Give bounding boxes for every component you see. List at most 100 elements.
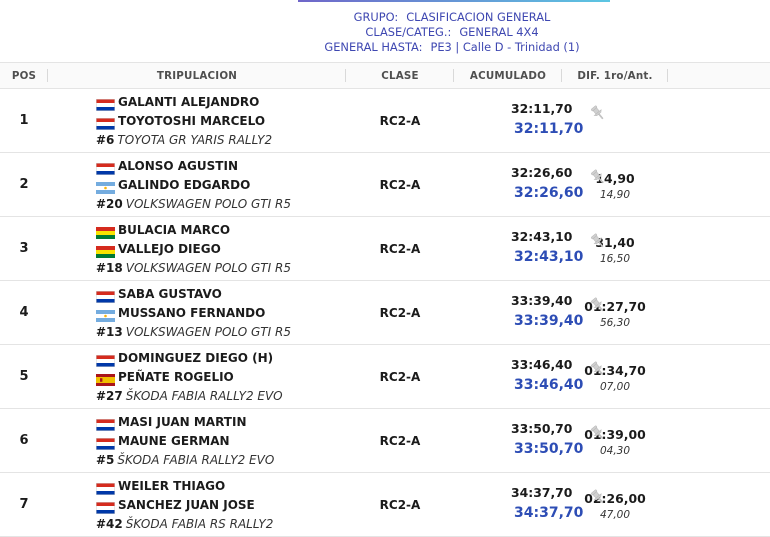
codriver-name[interactable]: MUSSANO FERNANDO (118, 305, 266, 320)
car-model: VOLKSWAGEN POLO GTI R5 (125, 260, 291, 275)
column-header-clase[interactable]: CLASE (346, 62, 454, 89)
column-header-dif[interactable]: DIF. 1ro/Ant. (562, 62, 668, 89)
pushpin-icon[interactable] (589, 168, 607, 186)
driver-flag-icon (96, 224, 115, 239)
clase-value: GENERAL 4X4 (459, 25, 539, 39)
difference-cell: 01:39,00 04,30 (562, 408, 668, 473)
empty-cell (668, 344, 770, 409)
driver-name[interactable]: ALONSO AGUSTIN (118, 158, 238, 173)
codriver-flag-icon (96, 371, 115, 386)
car-info: #42 ŠKODA FABIA RS RALLY2 (96, 514, 346, 533)
pushpin-icon[interactable] (589, 488, 607, 506)
table-row[interactable]: 3 BULACIA MARCO VALLEJO DIEGO #18 VOLKSWA… (0, 216, 770, 281)
crew-cell: WEILER THIAGO SANCHEZ JUAN JOSE #42 ŠKODA… (48, 472, 346, 537)
class-value: RC2-A (346, 216, 454, 281)
accumulated-time: 32:26,60 (514, 185, 584, 201)
car-number: #42 (96, 516, 123, 531)
driver-name[interactable]: GALANTI ALEJANDRO (118, 94, 260, 109)
codriver-name[interactable]: TOYOTOSHI MARCELO (118, 113, 266, 128)
accumulated-cell: 33:46,40 33:46,40 (454, 344, 604, 409)
diff-previous: 14,90 (599, 189, 631, 201)
codriver-name[interactable]: PEÑATE ROGELIO (118, 369, 234, 384)
class-value: RC2-A (346, 152, 454, 217)
accumulated-time: 32:43,10 (514, 249, 584, 265)
clase-label: CLASE/CATEG.: (365, 25, 452, 39)
table-row[interactable]: 2 ALONSO AGUSTIN GALINDO EDGARDO #20 VOLK… (0, 152, 770, 217)
codriver-name[interactable]: GALINDO EDGARDO (118, 177, 251, 192)
driver-flag-icon (96, 416, 115, 431)
column-header-pos[interactable]: POS (0, 62, 48, 89)
results-filter-info: GRUPO: CLASIFICACION GENERAL CLASE/CATEG.… (0, 10, 770, 55)
table-row[interactable]: 1 GALANTI ALEJANDRO TOYOTOSHI MARCELO #6… (0, 88, 770, 153)
position: 4 (0, 280, 48, 345)
pushpin-icon[interactable] (589, 424, 607, 442)
class-value: RC2-A (346, 280, 454, 345)
driver-flag-icon (96, 480, 115, 495)
driver-name[interactable]: WEILER THIAGO (118, 478, 226, 493)
car-number: #27 (96, 388, 123, 403)
table-row[interactable]: 7 WEILER THIAGO SANCHEZ JUAN JOSE #42 ŠKO… (0, 472, 770, 537)
car-info: #27 ŠKODA FABIA RALLY2 EVO (96, 386, 346, 405)
codriver-name[interactable]: VALLEJO DIEGO (118, 241, 221, 256)
hasta-value: PE3 | Calle D - Trinidad (1) (430, 40, 580, 54)
driver-name[interactable]: BULACIA MARCO (118, 222, 231, 237)
driver-name[interactable]: SABA GUSTAVO (118, 286, 222, 301)
codriver-name[interactable]: SANCHEZ JUAN JOSE (118, 497, 255, 512)
difference-cell: 14,90 14,90 (562, 152, 668, 217)
pushpin-icon[interactable] (589, 296, 607, 314)
diff-previous: 47,00 (599, 509, 631, 521)
car-model: ŠKODA FABIA RS RALLY2 (125, 516, 274, 531)
position: 7 (0, 472, 48, 537)
accumulated-cell: 33:50,70 33:50,70 (454, 408, 604, 473)
table-row[interactable]: 4 SABA GUSTAVO MUSSANO FERNANDO #13 VOLKS… (0, 280, 770, 345)
table-row[interactable]: 6 MASI JUAN MARTIN MAUNE GERMAN #5 ŠKODA … (0, 408, 770, 473)
stage-time: 32:43,10 (511, 229, 573, 244)
diff-first: 01:39,00 (584, 427, 646, 442)
accumulated-time: 32:11,70 (514, 121, 584, 137)
class-value: RC2-A (346, 472, 454, 537)
diff-first: 14,90 (595, 171, 635, 186)
accumulated-time: 34:37,70 (514, 505, 584, 521)
diff-previous: 16,50 (599, 253, 631, 265)
column-header-acumulado[interactable]: ACUMULADO (454, 62, 562, 89)
car-number: #13 (96, 324, 123, 339)
car-info: #13 VOLKSWAGEN POLO GTI R5 (96, 322, 346, 341)
driver-flag-icon (96, 352, 115, 367)
car-number: #5 (96, 452, 115, 467)
class-value: RC2-A (346, 88, 454, 153)
position: 5 (0, 344, 48, 409)
codriver-name[interactable]: MAUNE GERMAN (118, 433, 230, 448)
car-model: ŠKODA FABIA RALLY2 EVO (125, 388, 283, 403)
empty-cell (668, 216, 770, 281)
results-table: POS TRIPULACION CLASE ACUMULADO DIF. 1ro… (0, 62, 770, 537)
column-header-tripulacion[interactable]: TRIPULACION (48, 62, 346, 89)
empty-cell (668, 472, 770, 537)
accumulated-cell: 34:37,70 34:37,70 (454, 472, 604, 537)
driver-flag-icon (96, 96, 115, 111)
empty-cell (668, 152, 770, 217)
class-value: RC2-A (346, 344, 454, 409)
grupo-value: CLASIFICACION GENERAL (406, 10, 551, 24)
pushpin-icon[interactable] (589, 232, 607, 250)
table-header-row: POS TRIPULACION CLASE ACUMULADO DIF. 1ro… (0, 62, 770, 89)
crew-cell: SABA GUSTAVO MUSSANO FERNANDO #13 VOLKSWA… (48, 280, 346, 345)
codriver-flag-icon (96, 179, 115, 194)
position: 2 (0, 152, 48, 217)
pushpin-icon[interactable] (589, 104, 607, 122)
stage-time: 32:11,70 (511, 101, 573, 116)
table-row[interactable]: 5 DOMINGUEZ DIEGO (H) PEÑATE ROGELIO #27… (0, 344, 770, 409)
stage-time: 32:26,60 (511, 165, 573, 180)
car-number: #20 (96, 196, 123, 211)
car-model: VOLKSWAGEN POLO GTI R5 (125, 196, 291, 211)
clase-row: CLASE/CATEG.: GENERAL 4X4 (0, 25, 770, 40)
accumulated-cell: 33:39,40 33:39,40 (454, 280, 604, 345)
pushpin-icon[interactable] (589, 360, 607, 378)
driver-name[interactable]: MASI JUAN MARTIN (118, 414, 247, 429)
codriver-flag-icon (96, 435, 115, 450)
accumulated-time: 33:50,70 (514, 441, 584, 457)
car-number: #18 (96, 260, 123, 275)
car-info: #6 TOYOTA GR YARIS RALLY2 (96, 130, 346, 149)
top-accent-line (298, 0, 610, 2)
accumulated-cell: 32:26,60 32:26,60 (454, 152, 604, 217)
driver-name[interactable]: DOMINGUEZ DIEGO (H) (118, 350, 274, 365)
